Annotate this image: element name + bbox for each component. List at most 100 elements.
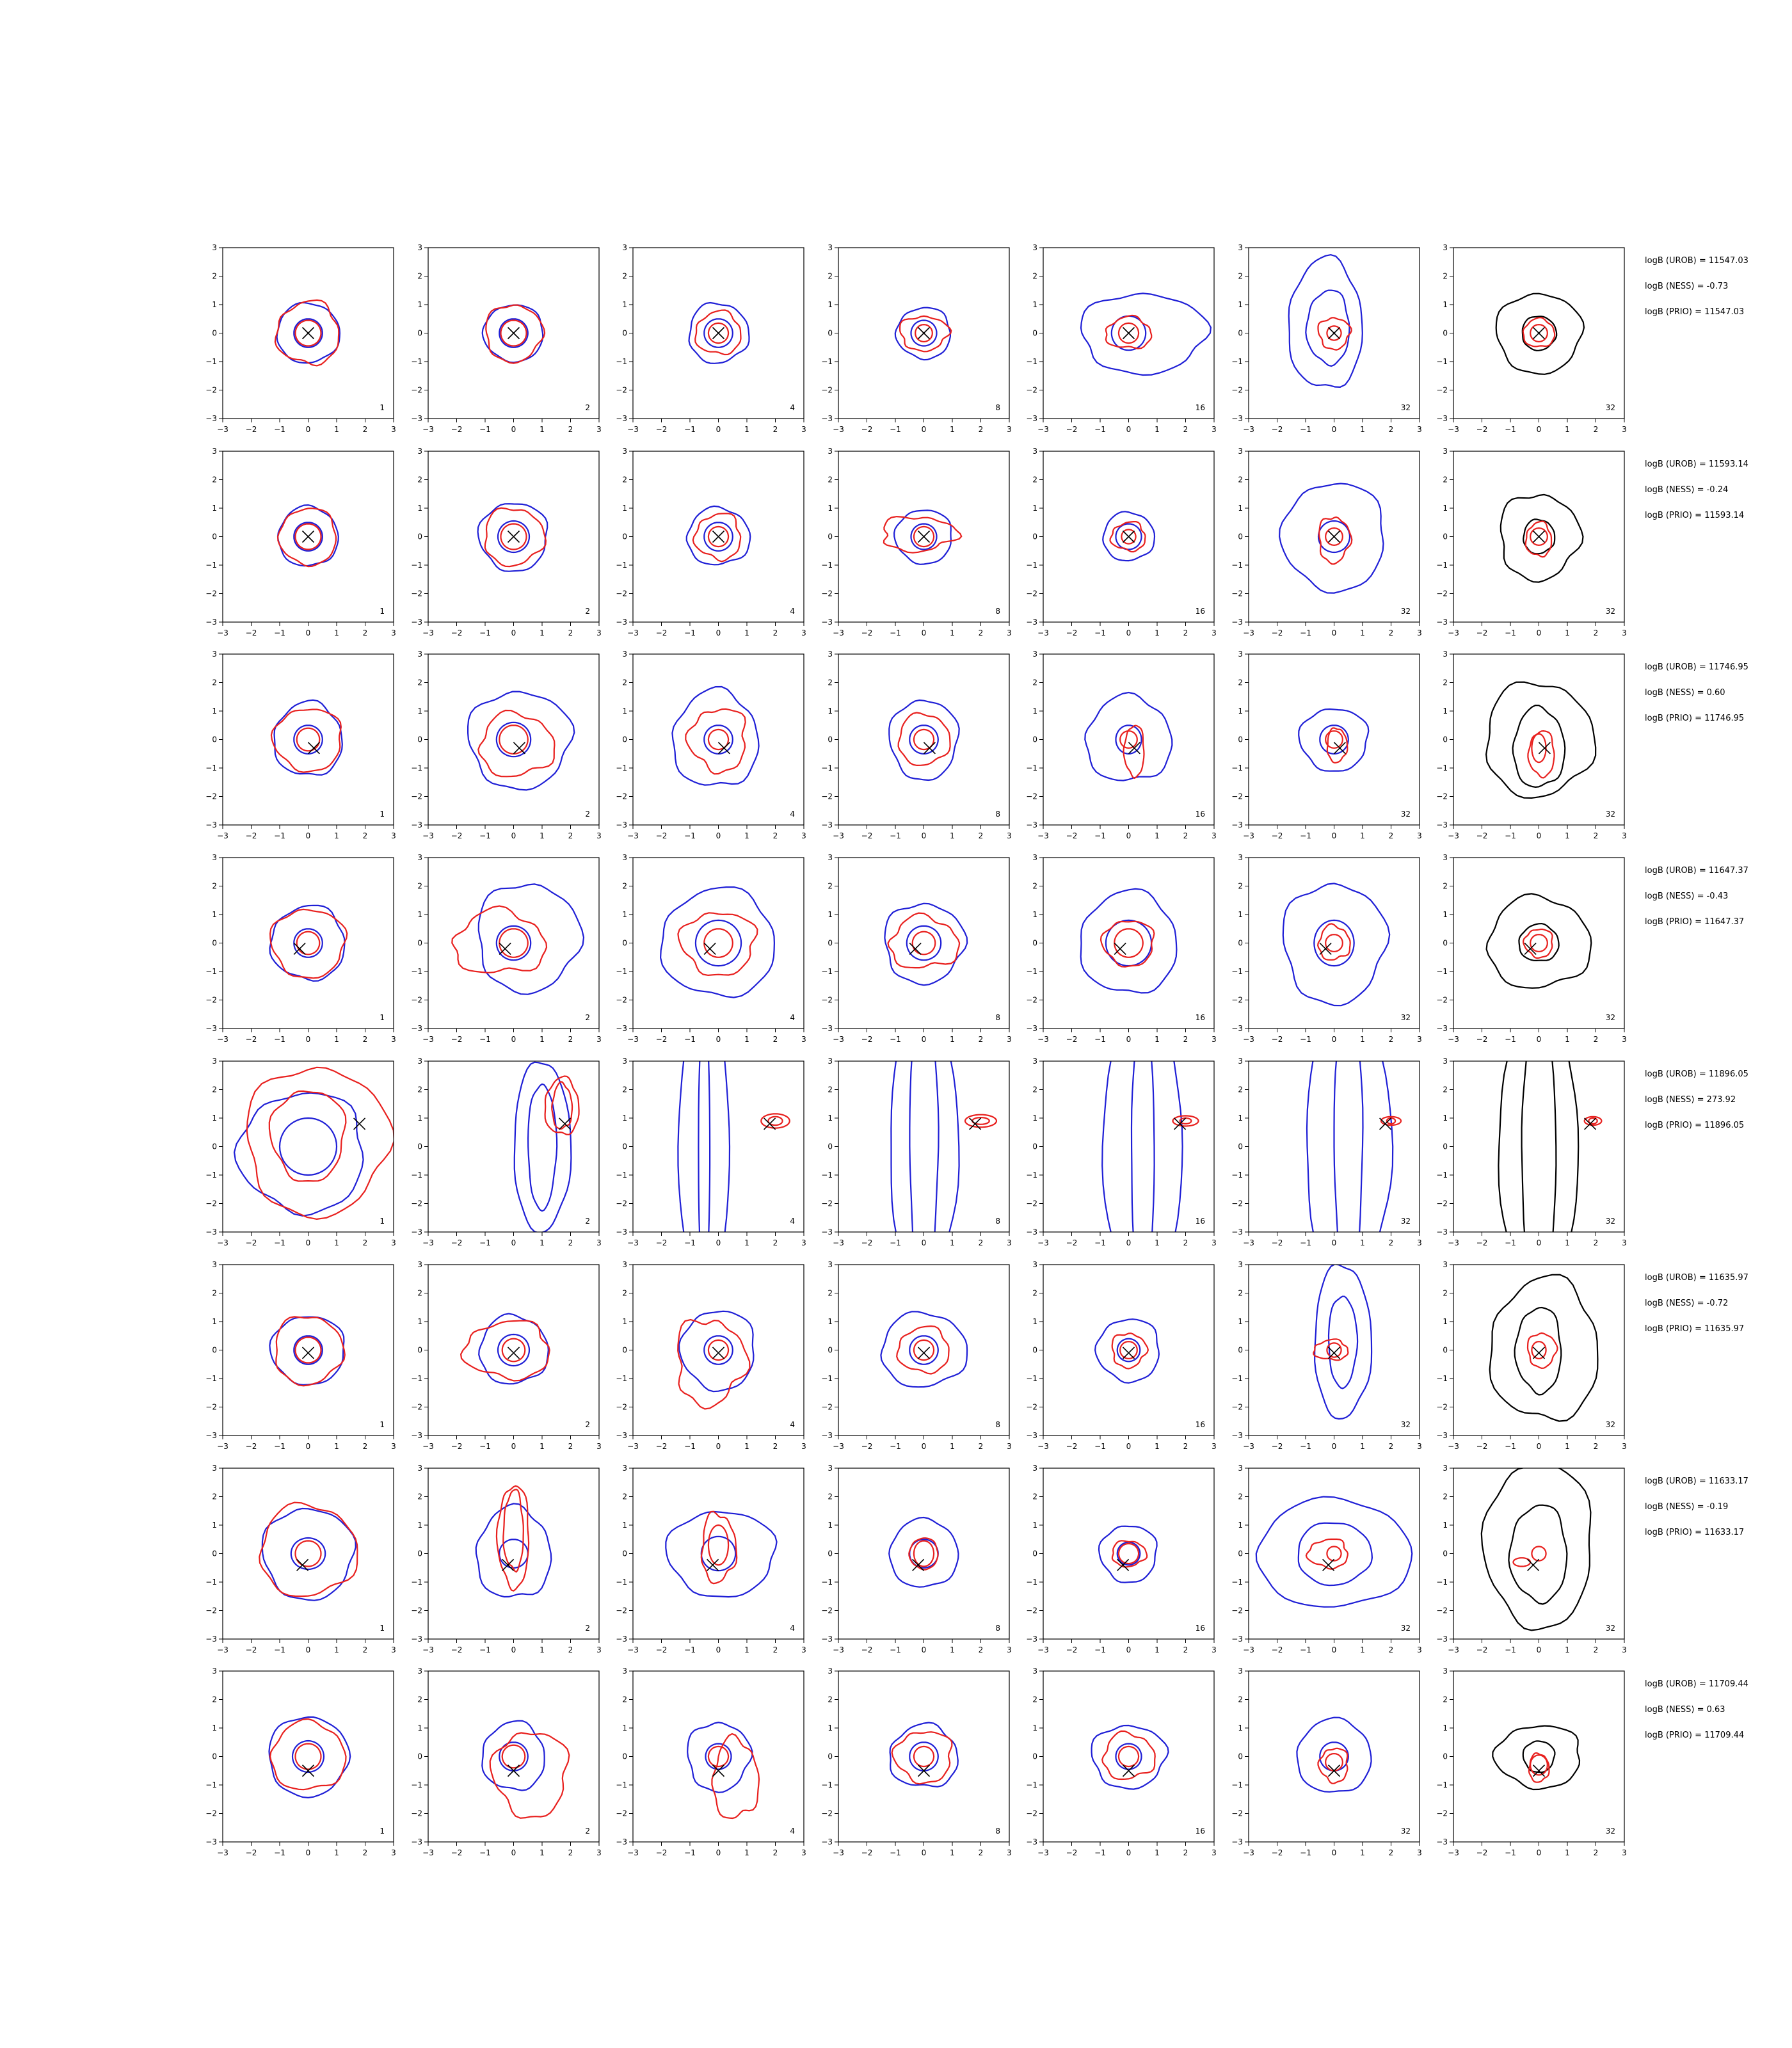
blue-contour	[497, 1333, 531, 1367]
x-tick-label: 2	[1389, 425, 1394, 434]
x-tick-label: 3	[1622, 1848, 1627, 1857]
y-tick-label: 2	[622, 882, 627, 891]
x-tick-label: 1	[540, 1035, 545, 1044]
x-tick-label: −3	[833, 425, 844, 434]
true-value-marker	[502, 1558, 515, 1571]
red-contour	[1114, 928, 1144, 958]
red-contour	[1317, 1747, 1348, 1784]
red-contour	[692, 513, 742, 563]
x-tick-label: 3	[1007, 1442, 1012, 1451]
true-value-marker	[301, 1347, 315, 1359]
x-tick-label: −1	[1094, 1035, 1106, 1044]
x-tick-label: −3	[1243, 1035, 1254, 1044]
panel-count-label: 2	[585, 1420, 590, 1429]
x-tick-label: 1	[1155, 1645, 1160, 1654]
y-tick-label: −2	[411, 1199, 422, 1208]
red-contour	[501, 1744, 526, 1769]
panel: −3−3 −2 −2 −1 −1 0 0 1 1 2 2 3 3 8	[821, 1057, 1012, 1247]
y-tick-label: −1	[1436, 1171, 1448, 1180]
blue-contour	[293, 724, 323, 755]
x-tick-label: −3	[422, 831, 434, 840]
x-tick-label: −1	[479, 1442, 491, 1451]
panel-count-label: 16	[1196, 810, 1205, 819]
black-contour	[1514, 1306, 1562, 1396]
axes-frame	[428, 857, 600, 1029]
red-contour	[1123, 724, 1145, 780]
panel: −3−3 −2 −2 −1 −1 0 0 1 1 2 2 3 3 1	[205, 1260, 396, 1451]
x-tick-label: 2	[568, 1645, 573, 1654]
x-tick-label: 2	[1389, 1645, 1394, 1654]
x-tick-label: 0	[922, 1035, 927, 1044]
x-tick-label: −1	[1094, 425, 1106, 434]
y-tick-label: −3	[616, 1228, 627, 1236]
axes-frame	[1248, 1264, 1420, 1436]
red-contour	[887, 912, 961, 969]
y-tick-label: −1	[821, 1374, 833, 1383]
x-tick-label: 0	[922, 1442, 927, 1451]
axes-frame	[428, 1468, 600, 1640]
y-tick-label: 1	[828, 1521, 833, 1530]
y-tick-label: 0	[1032, 939, 1037, 948]
x-tick-label: −1	[479, 831, 491, 840]
x-tick-label: 2	[979, 1645, 984, 1654]
logb-annotation: logB (NESS) = 273.92	[1645, 1095, 1736, 1105]
blue-contour	[293, 318, 323, 348]
x-tick-label: 2	[979, 425, 984, 434]
panel-count-label: 1	[380, 1217, 385, 1226]
logb-annotation: logB (PRIO) = 11709.44	[1645, 1731, 1744, 1740]
y-tick-label: 3	[622, 1057, 627, 1066]
y-tick-label: 2	[622, 678, 627, 687]
axes-frame	[222, 653, 394, 826]
blue-contour	[703, 1335, 733, 1365]
x-tick-label: 2	[1183, 1442, 1188, 1451]
axes-frame	[838, 1670, 1010, 1843]
y-tick-label: 0	[212, 329, 217, 338]
x-tick-label: −3	[627, 425, 639, 434]
x-tick-label: −2	[656, 1645, 668, 1654]
panel-count-label: 4	[790, 1420, 795, 1429]
blue-contour	[269, 1316, 345, 1386]
true-value-marker	[1327, 530, 1341, 543]
y-tick-label: 0	[417, 329, 422, 338]
blue-contour	[477, 883, 585, 995]
x-tick-label: 0	[511, 1848, 516, 1857]
contour-set	[1282, 883, 1391, 1007]
panel-count-label: 32	[1401, 1624, 1411, 1633]
x-tick-label: 1	[334, 831, 339, 840]
y-tick-label: 1	[212, 1724, 217, 1732]
contour-set	[888, 1516, 959, 1588]
y-tick-label: 3	[417, 1464, 422, 1473]
blue-contour	[293, 928, 323, 958]
x-tick-label: 3	[596, 1442, 602, 1451]
panel: −3−3 −2 −2 −1 −1 0 0 1 1 2 2 3 3 16	[1026, 1464, 1217, 1654]
red-contour	[1119, 730, 1138, 749]
x-tick-label: 0	[922, 831, 927, 840]
blue-contour	[894, 307, 951, 361]
x-tick-label: −2	[1066, 425, 1078, 434]
x-tick-label: −3	[833, 1848, 844, 1857]
black-contour	[1480, 1468, 1592, 1631]
x-tick-label: 0	[306, 1442, 311, 1451]
x-tick-label: −3	[1243, 1442, 1254, 1451]
red-contour	[477, 709, 556, 778]
y-tick-label: 0	[1443, 532, 1448, 541]
y-tick-label: 2	[1238, 1289, 1243, 1298]
blue-contour	[1319, 724, 1349, 755]
panel: −3−3 −2 −2 −1 −1 0 0 1 1 2 2 3 3 32	[1436, 1667, 1627, 1857]
panel: −3−3 −2 −2 −1 −1 0 0 1 1 2 2 3 3 2	[411, 1667, 602, 1857]
panel: −3−3 −2 −2 −1 −1 0 0 1 1 2 2 3 3 2	[411, 853, 602, 1044]
y-tick-label: −2	[205, 996, 217, 1005]
blue-contour	[481, 1720, 545, 1791]
x-tick-label: 1	[744, 1035, 749, 1044]
y-tick-label: 3	[417, 243, 422, 252]
y-tick-label: 0	[417, 735, 422, 744]
y-tick-label: −1	[821, 1780, 833, 1789]
x-tick-label: 3	[1007, 628, 1012, 637]
y-tick-label: −2	[1026, 996, 1037, 1005]
panel: −3−3 −2 −2 −1 −1 0 0 1 1 2 2 3 3 32	[1231, 243, 1422, 434]
blue-contour	[910, 523, 938, 550]
x-tick-label: 3	[1622, 831, 1627, 840]
x-tick-label: 2	[568, 831, 573, 840]
y-tick-label: 3	[212, 243, 217, 252]
y-tick-label: −3	[1026, 414, 1037, 423]
